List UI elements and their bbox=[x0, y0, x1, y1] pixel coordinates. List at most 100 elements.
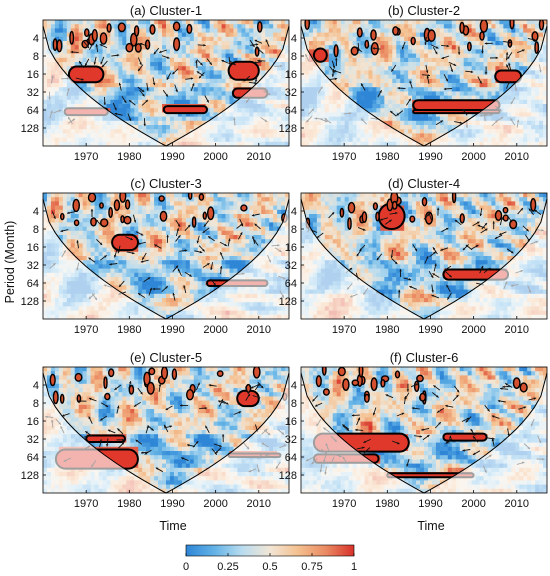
significance-blob bbox=[416, 374, 424, 383]
y-tick-label: 128 bbox=[279, 123, 297, 135]
significance-blob bbox=[538, 20, 545, 31]
y-tick-label: 64 bbox=[27, 278, 39, 290]
y-tick-label: 16 bbox=[285, 69, 297, 81]
y-tick-label: 8 bbox=[33, 398, 39, 410]
significance-blob bbox=[410, 36, 416, 46]
significance-blob bbox=[149, 24, 156, 35]
significance-blob bbox=[73, 219, 80, 227]
y-tick-label: 64 bbox=[27, 452, 39, 464]
y-tick-label: 16 bbox=[27, 242, 39, 254]
x-tick-label: 1990 bbox=[160, 151, 184, 163]
significance-blob bbox=[466, 41, 472, 52]
y-tick-label: 32 bbox=[285, 87, 297, 99]
significance-blob bbox=[413, 380, 420, 392]
significance-blob bbox=[125, 42, 134, 53]
panel-5: (e) Cluster-5 1970 1980 1990 2000 2010 4 8 16 32 6… bbox=[21, 350, 290, 510]
panel-2: (b) Cluster-2 1970 1980 1990 2000 2010 4 8 16 32 6… bbox=[279, 3, 548, 163]
significance-blob bbox=[363, 393, 370, 403]
significance-blob bbox=[370, 29, 377, 41]
significance-blob bbox=[117, 22, 126, 33]
x-tick-label: 1990 bbox=[418, 151, 442, 163]
significance-blob bbox=[148, 367, 156, 376]
significance-blob bbox=[507, 39, 513, 48]
significance-blob bbox=[187, 193, 193, 200]
significance-blob bbox=[494, 209, 503, 221]
significance-blob bbox=[119, 193, 127, 203]
y-tick-label: 128 bbox=[279, 470, 297, 482]
y-tick-label: 32 bbox=[285, 434, 297, 446]
x-tick-label: 2000 bbox=[203, 324, 227, 336]
x-tick-label: 2010 bbox=[505, 151, 529, 163]
significance-blob bbox=[321, 367, 327, 376]
significance-blob bbox=[534, 41, 540, 54]
x-tick-label: 2010 bbox=[505, 324, 529, 336]
x-tick-label: 2000 bbox=[461, 151, 485, 163]
y-tick-label: 128 bbox=[21, 123, 39, 135]
x-tick-label: 2010 bbox=[247, 498, 271, 510]
significance-blob bbox=[108, 206, 114, 218]
panel-title: (b) Cluster-2 bbox=[388, 3, 460, 18]
panel-frame bbox=[300, 366, 548, 494]
x-tick-label: 1970 bbox=[332, 151, 356, 163]
x-tick-label: 2000 bbox=[461, 324, 485, 336]
significance-contour bbox=[227, 60, 260, 81]
significance-blob bbox=[519, 382, 528, 393]
y-tick-label: 128 bbox=[279, 296, 297, 308]
y-tick-label: 32 bbox=[27, 260, 39, 272]
significance-blob bbox=[143, 371, 151, 386]
colorbar-tick-label: 0.75 bbox=[301, 561, 322, 573]
y-tick-label: 32 bbox=[285, 260, 297, 272]
significance-blob bbox=[158, 195, 165, 202]
y-tick-label: 4 bbox=[33, 33, 39, 45]
colorbar-tick-label: 0.5 bbox=[262, 561, 277, 573]
significance-blob bbox=[202, 211, 208, 220]
x-tick-label: 1990 bbox=[160, 498, 184, 510]
x-tick-label: 1980 bbox=[375, 324, 399, 336]
panel-title: (f) Cluster-6 bbox=[390, 350, 459, 365]
significance-blob bbox=[304, 20, 310, 30]
significance-blob bbox=[339, 207, 345, 218]
y-tick-label: 4 bbox=[33, 206, 39, 218]
significance-contour bbox=[442, 432, 488, 442]
panel-title: (a) Cluster-1 bbox=[130, 3, 202, 18]
significance-blob bbox=[421, 196, 428, 207]
significance-blob bbox=[99, 218, 109, 228]
x-tick-label: 2010 bbox=[247, 151, 271, 163]
significance-blob bbox=[479, 31, 485, 41]
significance-blob bbox=[409, 215, 416, 223]
panel-frame bbox=[300, 192, 548, 320]
significance-blob bbox=[172, 21, 181, 32]
significance-blob bbox=[90, 217, 97, 227]
significance-blob bbox=[240, 204, 248, 212]
significance-blob bbox=[52, 38, 58, 51]
y-tick-label: 64 bbox=[27, 105, 39, 117]
significance-blob bbox=[87, 193, 97, 203]
significance-blob bbox=[394, 370, 401, 379]
y-tick-label: 16 bbox=[285, 242, 297, 254]
significance-blob bbox=[198, 193, 205, 201]
significance-blob bbox=[206, 206, 215, 221]
significance-blob bbox=[370, 377, 378, 392]
colorbar-tick-label: 0 bbox=[183, 561, 189, 573]
y-tick-label: 8 bbox=[291, 224, 297, 236]
x-tick-label: 1980 bbox=[117, 498, 141, 510]
cone-of-influence-shade bbox=[43, 26, 289, 146]
significance-blob bbox=[69, 30, 75, 45]
significance-blob bbox=[186, 23, 193, 34]
significance-blob bbox=[347, 201, 356, 214]
significance-blob bbox=[106, 23, 112, 33]
significance-blob bbox=[173, 37, 181, 52]
significance-blob bbox=[252, 367, 261, 379]
significance-blob bbox=[52, 390, 59, 405]
y-tick-label: 64 bbox=[285, 278, 297, 290]
significance-blob bbox=[99, 202, 104, 209]
significance-blob bbox=[104, 392, 111, 401]
x-tick-label: 1990 bbox=[418, 498, 442, 510]
panel-title: (e) Cluster-5 bbox=[130, 350, 202, 365]
x-axis-label-left: Time bbox=[159, 519, 186, 533]
y-tick-label: 64 bbox=[285, 105, 297, 117]
significance-blob bbox=[459, 21, 465, 34]
y-tick-label: 4 bbox=[291, 380, 297, 392]
significance-blob bbox=[160, 367, 169, 380]
